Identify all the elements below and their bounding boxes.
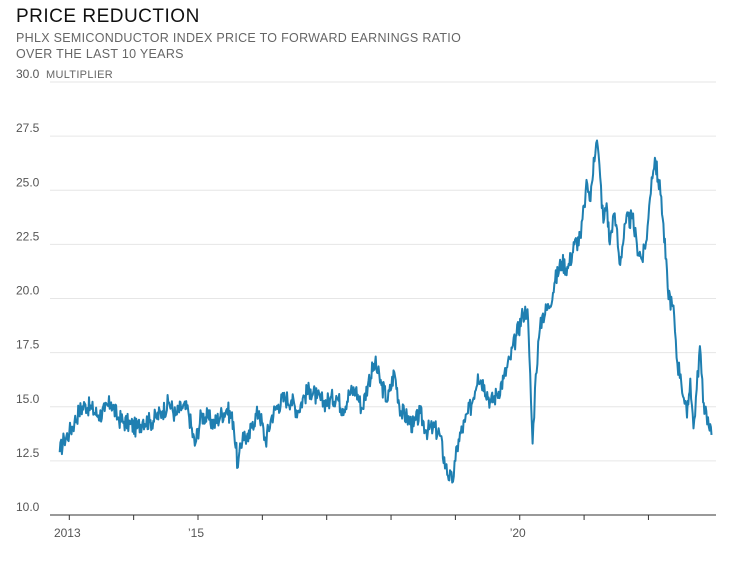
chart-subtitle: PHLX SEMICONDUCTOR INDEX PRICE TO FORWAR… bbox=[16, 30, 461, 62]
x-axis: 2013 ’15 ’20 bbox=[50, 514, 716, 540]
x-tick-label: 2013 bbox=[54, 526, 81, 540]
chart-title: PRICE REDUCTION bbox=[16, 6, 200, 27]
gridlines bbox=[50, 81, 716, 516]
chart-subtitle-line-1: PHLX SEMICONDUCTOR INDEX PRICE TO FORWAR… bbox=[16, 31, 462, 45]
y-axis-unit-label: MULTIPLIER bbox=[46, 69, 113, 81]
y-tick-label: 27.5 bbox=[16, 121, 40, 135]
y-tick-label: 12.5 bbox=[16, 446, 40, 460]
y-tick-label: 25.0 bbox=[16, 175, 40, 189]
x-tick-label: ’15 bbox=[188, 526, 204, 540]
y-axis-tick-labels: 10.0 12.5 15.0 17.5 20.0 22.5 25.0 27.5 30.0 bbox=[16, 67, 40, 514]
y-tick-label: 30.0 bbox=[16, 67, 40, 81]
y-tick-label: 22.5 bbox=[16, 229, 40, 243]
chart-subtitle-line-2: OVER THE LAST 10 YEARS bbox=[16, 47, 184, 61]
x-tick-label: ’20 bbox=[510, 526, 526, 540]
y-tick-label: 10.0 bbox=[16, 500, 40, 514]
series-line bbox=[58, 139, 713, 484]
series-group bbox=[58, 139, 713, 484]
y-tick-label: 17.5 bbox=[16, 338, 40, 352]
y-tick-label: 20.0 bbox=[16, 284, 40, 298]
y-tick-label: 15.0 bbox=[16, 392, 40, 406]
